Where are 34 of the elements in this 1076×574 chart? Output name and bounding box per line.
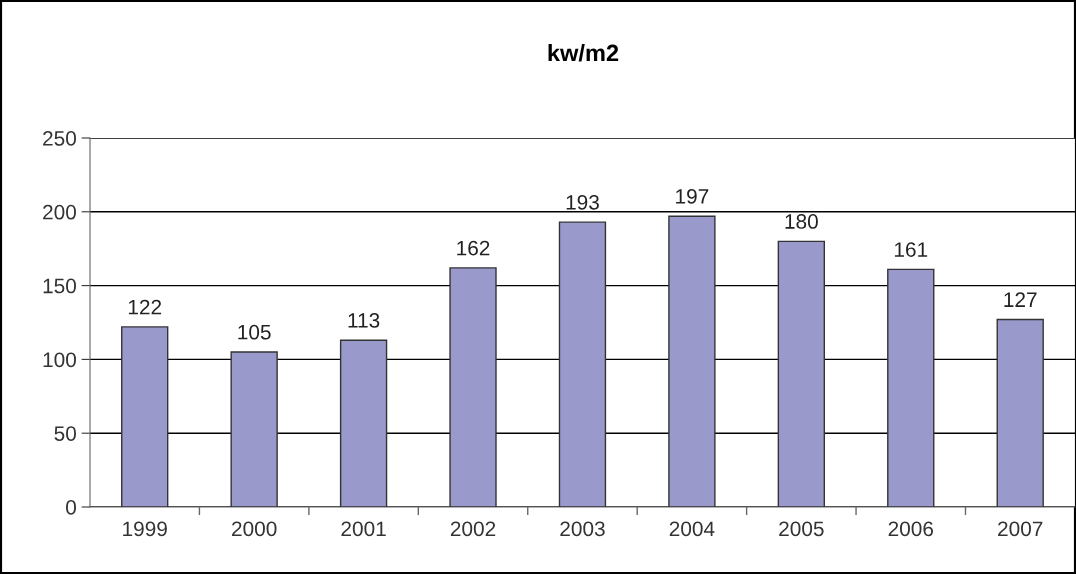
x-tick-label: 2002: [450, 521, 496, 537]
bar: [339, 339, 388, 507]
data-label: 162: [457, 240, 490, 256]
y-tick-label: 150: [43, 278, 76, 294]
x-tick-label: 2007: [998, 521, 1043, 537]
data-label: 193: [566, 194, 599, 210]
bar: [777, 240, 826, 507]
data-label: 113: [348, 313, 380, 328]
data-label: 122: [128, 299, 162, 315]
bar: [996, 318, 1044, 507]
x-tick-label: 2006: [888, 521, 934, 537]
x-tick-label: 2003: [560, 521, 605, 537]
data-label: 105: [238, 324, 271, 340]
y-tick-label: 0: [66, 500, 76, 515]
bar: [230, 351, 278, 507]
bar: [449, 267, 497, 507]
data-label: 197: [676, 189, 709, 204]
data-label: 127: [1004, 292, 1037, 307]
y-tick-label: 50: [54, 426, 76, 441]
bar: [121, 326, 169, 507]
bar: [887, 268, 935, 507]
chart-title: kw/m2: [548, 44, 619, 62]
x-tick-label: 1999: [123, 521, 167, 537]
x-tick-label: 2000: [232, 521, 277, 537]
y-tick-label: 200: [43, 204, 76, 220]
data-label: 180: [785, 214, 818, 229]
x-tick-label: 2005: [779, 521, 824, 537]
x-tick-label: 2004: [669, 521, 715, 537]
x-tick-label: 2001: [341, 521, 386, 537]
y-tick-label: 250: [43, 131, 76, 146]
bar: [558, 221, 607, 507]
bar: [668, 215, 716, 507]
data-label: 161: [894, 242, 928, 257]
y-tick-label: 100: [43, 352, 76, 368]
